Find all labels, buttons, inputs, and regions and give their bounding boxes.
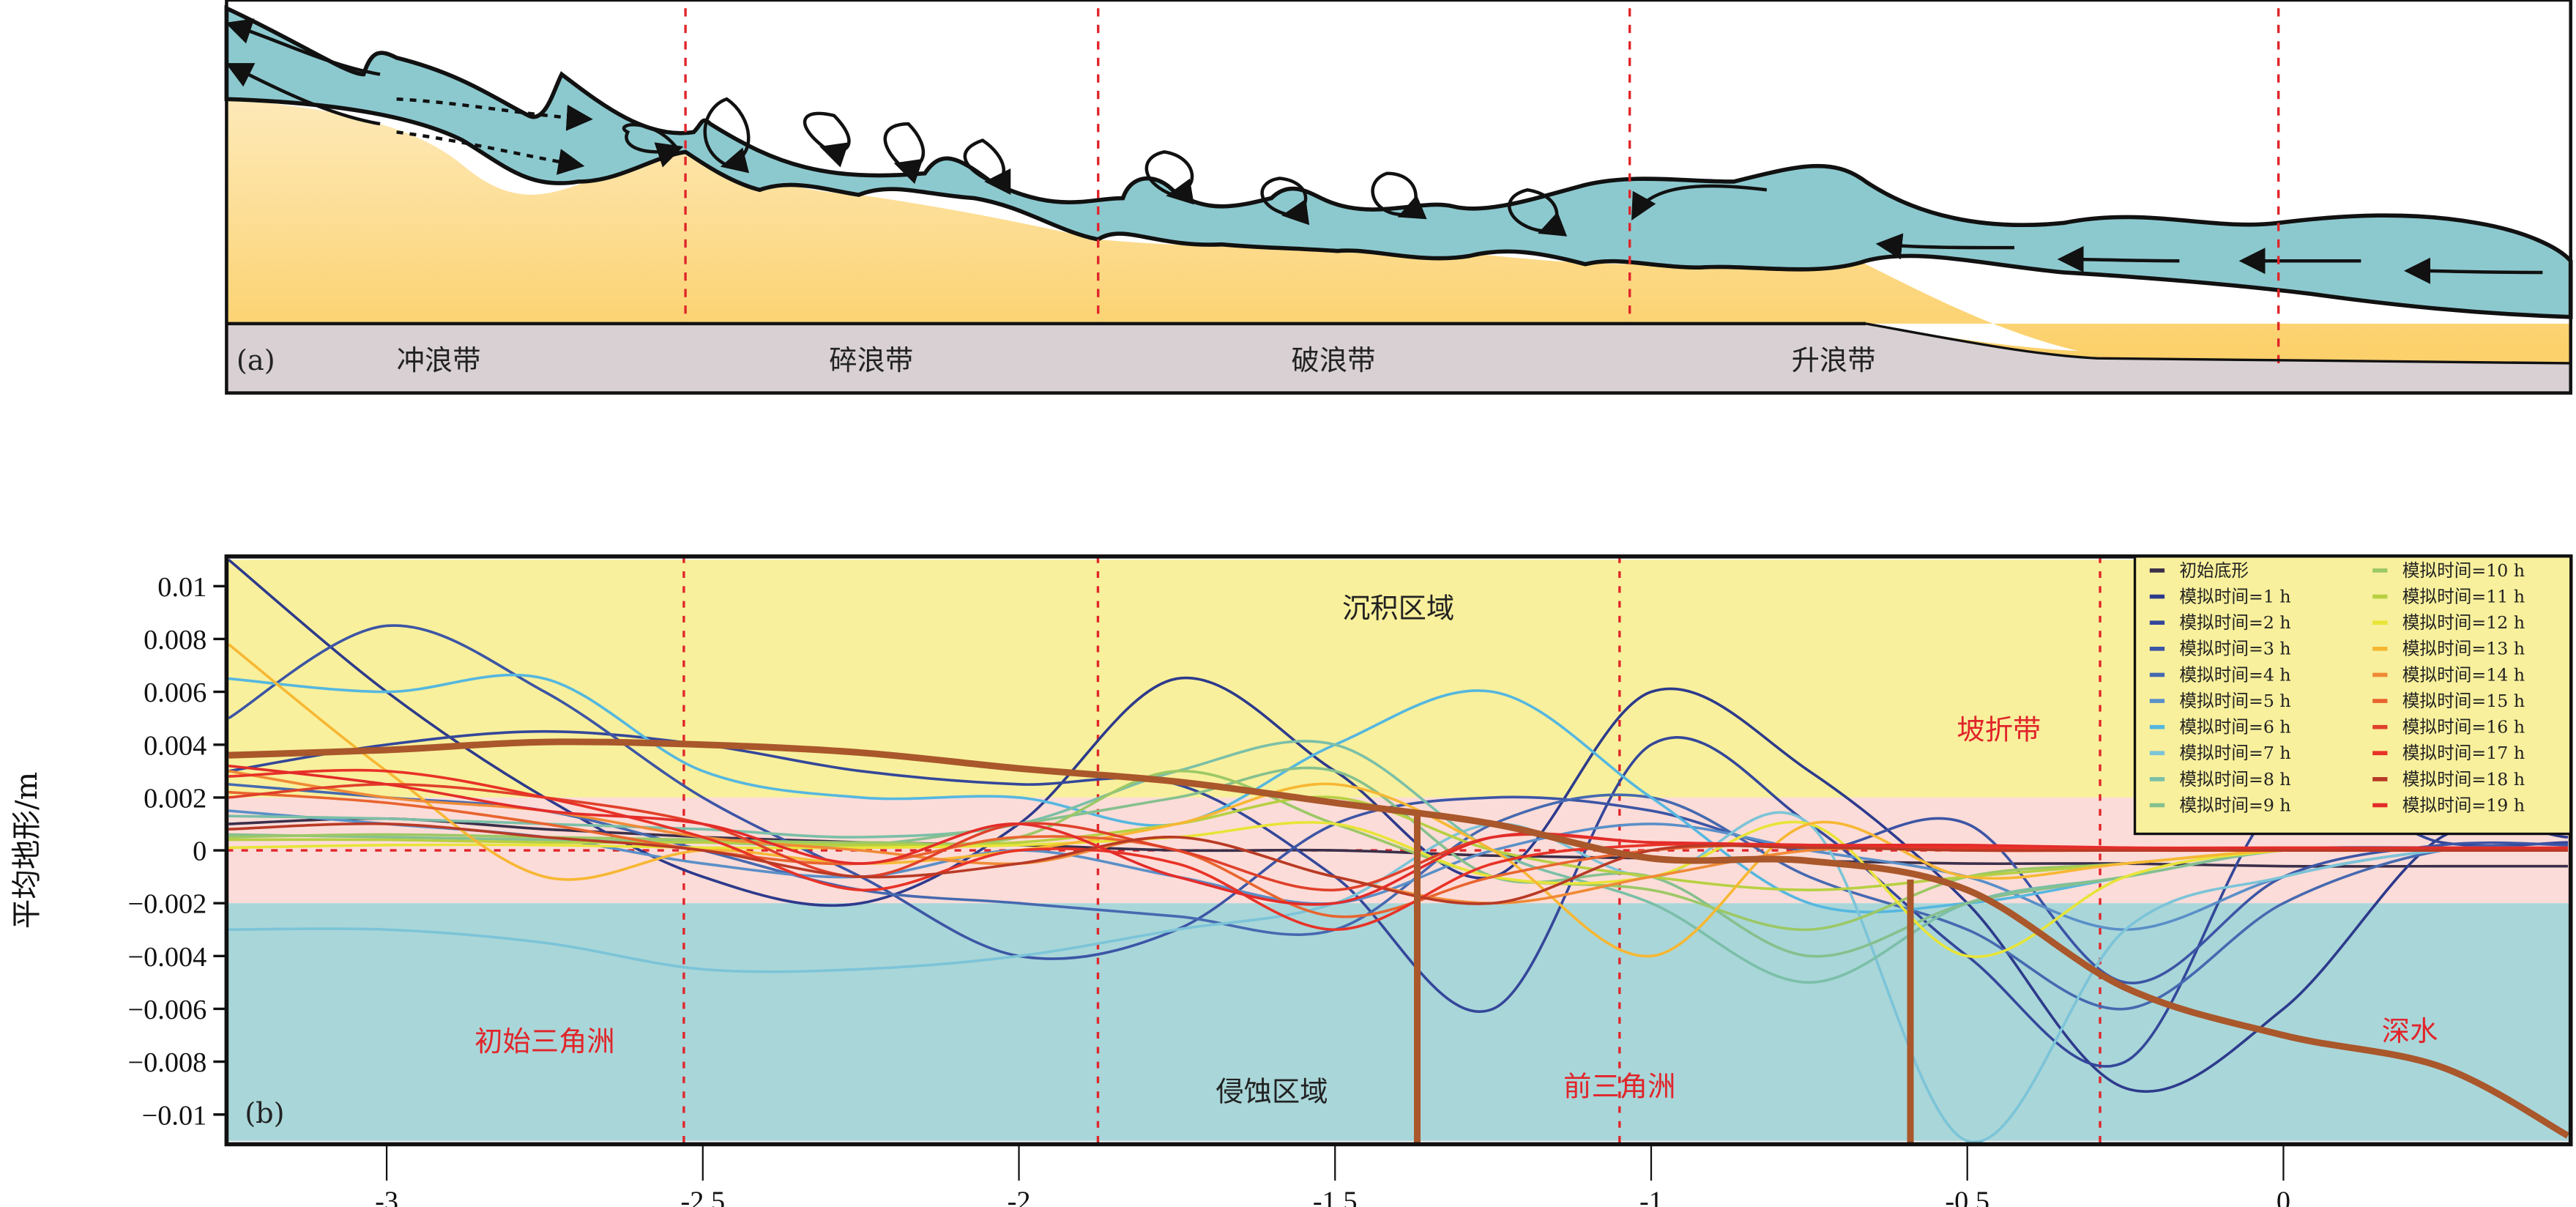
x-tick-label: -3 — [375, 1186, 398, 1207]
y-tick-label: −0.008 — [128, 1047, 207, 1078]
annotation: 深水 — [2382, 1015, 2438, 1048]
legend-label: 模拟时间=10 h — [2402, 560, 2525, 581]
y-tick-label: 0.006 — [144, 677, 206, 708]
y-tick-label: 0 — [193, 836, 206, 867]
series-lines — [228, 558, 2569, 1144]
x-tick-label: -1.5 — [1313, 1186, 1358, 1207]
annotation: 初始三角洲 — [474, 1025, 615, 1058]
zone-label-swash: 冲浪带 — [397, 344, 481, 377]
legend-label: 模拟时间=8 h — [2179, 769, 2290, 790]
y-tick-label: −0.004 — [128, 942, 207, 973]
vortex-arrow — [1260, 177, 1310, 226]
vortex-arrow — [622, 123, 684, 168]
legend-label: 模拟时间=13 h — [2402, 639, 2525, 659]
zone-label-shoaling: 升浪带 — [1792, 344, 1876, 377]
x-axis: -3 -2.5 -2 -1.5 -1 -0.5 0 — [375, 1144, 2290, 1207]
legend-label: 模拟时间=11 h — [2402, 586, 2525, 606]
legend-label: 模拟时间=18 h — [2402, 769, 2525, 790]
zone-label-surf: 碎浪带 — [829, 344, 913, 377]
legend-label: 模拟时间=14 h — [2402, 664, 2525, 685]
legend-label: 模拟时间=19 h — [2402, 795, 2525, 815]
trend-line-group — [228, 738, 2570, 1145]
annotation: 沉积区域 — [1342, 593, 1454, 625]
series-line-18 — [228, 822, 2568, 905]
legend-label: 模拟时间=2 h — [2179, 612, 2290, 633]
shelf-line — [1865, 322, 2571, 365]
x-tick-label: -0.5 — [1945, 1186, 1989, 1207]
series-line-13 — [228, 643, 2568, 958]
y-tick-label: −0.002 — [128, 889, 207, 920]
annotation: 前三角洲 — [1563, 1071, 1675, 1104]
legend-label: 模拟时间=15 h — [2402, 691, 2525, 711]
shoaling-arrow — [2057, 245, 2180, 272]
panel-a-frame — [225, 0, 2572, 395]
trend-line — [228, 738, 2570, 1139]
y-tick-label: 0.008 — [144, 625, 206, 656]
legend-label: 模拟时间=3 h — [2179, 639, 2290, 659]
legend-label: 模拟时间=5 h — [2179, 691, 2290, 711]
backwash-arrow — [226, 63, 381, 126]
panel-b-label: (b) — [245, 1097, 284, 1130]
x-tick-label: -2.5 — [680, 1186, 725, 1207]
band — [226, 903, 2571, 1141]
legend-label: 模拟时间=16 h — [2402, 717, 2525, 738]
vortex-arrow — [1631, 184, 1768, 220]
annotation: 坡折带 — [1957, 714, 2041, 747]
backwash-arrow — [225, 18, 381, 76]
shoaling-arrow — [2404, 257, 2543, 284]
y-tick-label: −0.01 — [142, 1100, 207, 1131]
y-axis-label: 平均地形/m — [9, 772, 44, 929]
panel-a-diagram: (a) 冲浪带 碎浪带 破浪带 升浪带 — [224, 0, 2573, 395]
y-axis: 0.01 0.008 0.006 0.004 0.002 0 −0.002 −0.004 −0.… — [128, 572, 227, 1131]
base-layer — [226, 323, 2571, 393]
legend-label: 模拟时间=1 h — [2179, 586, 2290, 606]
y-tick-label: 0.004 — [144, 730, 206, 761]
vortex-arrow — [1508, 187, 1568, 237]
vortex-arrow — [963, 138, 1011, 195]
zone-label-breaker: 破浪带 — [1292, 344, 1376, 377]
shelf-sand — [1866, 323, 2571, 363]
x-tick-label: -2 — [1008, 1186, 1031, 1207]
zone-dividers-a — [684, 8, 2280, 363]
legend-label: 模拟时间=4 h — [2179, 664, 2290, 685]
vortex-arrow — [883, 122, 926, 185]
legend-label: 初始底形 — [2179, 560, 2249, 581]
y-tick-label: 0.01 — [157, 572, 206, 603]
shoaling-arrow — [1875, 233, 2014, 260]
x-tick-label: 0 — [2277, 1186, 2290, 1207]
panel-a-label: (a) — [237, 344, 275, 377]
legend-label: 模拟时间=12 h — [2402, 612, 2525, 633]
vortex-arrow — [1144, 150, 1194, 205]
legend-box — [2133, 555, 2572, 836]
series-line-12 — [228, 820, 2568, 959]
x-tick-label: -1 — [1639, 1186, 1663, 1207]
annotation: 侵蚀区域 — [1216, 1076, 1328, 1109]
series-line-19 — [228, 764, 2568, 906]
legend-label: 模拟时间=9 h — [2179, 795, 2290, 815]
legend-label: 模拟时间=7 h — [2179, 743, 2290, 763]
swash-arrow — [396, 97, 593, 131]
legend-label: 模拟时间=17 h — [2402, 743, 2525, 763]
legend-label: 模拟时间=6 h — [2179, 717, 2290, 738]
vortex-arrow — [1371, 171, 1427, 220]
water-body — [224, 4, 2573, 319]
y-tick-label: 0.002 — [144, 783, 206, 814]
vortex-arrow — [703, 97, 751, 174]
swash-arrow — [396, 130, 585, 175]
y-tick-label: −0.006 — [128, 995, 207, 1025]
vortex-arrow — [803, 111, 851, 168]
flow-arrows — [225, 18, 2543, 284]
sand-body — [226, 99, 2571, 355]
